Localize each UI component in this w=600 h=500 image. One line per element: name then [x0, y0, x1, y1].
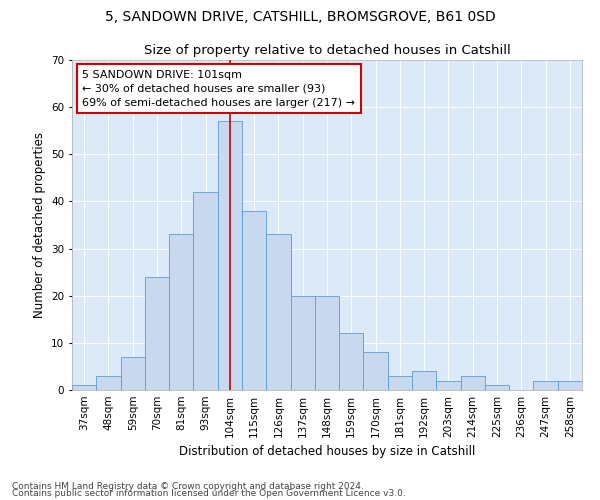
Bar [218, 122, 242, 390]
Bar [315, 296, 339, 390]
Bar [364, 352, 388, 390]
Title: Size of property relative to detached houses in Catshill: Size of property relative to detached ho… [143, 44, 511, 58]
Text: 5, SANDOWN DRIVE, CATSHILL, BROMSGROVE, B61 0SD: 5, SANDOWN DRIVE, CATSHILL, BROMSGROVE, … [104, 10, 496, 24]
Bar [145, 277, 169, 390]
Text: 5 SANDOWN DRIVE: 101sqm
← 30% of detached houses are smaller (93)
69% of semi-de: 5 SANDOWN DRIVE: 101sqm ← 30% of detache… [82, 70, 355, 108]
Bar [242, 211, 266, 390]
Bar [339, 334, 364, 390]
Bar [169, 234, 193, 390]
Bar [533, 380, 558, 390]
Bar [558, 380, 582, 390]
Bar [388, 376, 412, 390]
Y-axis label: Number of detached properties: Number of detached properties [32, 132, 46, 318]
Text: Contains public sector information licensed under the Open Government Licence v3: Contains public sector information licen… [12, 490, 406, 498]
Text: Contains HM Land Registry data © Crown copyright and database right 2024.: Contains HM Land Registry data © Crown c… [12, 482, 364, 491]
Bar [436, 380, 461, 390]
Bar [412, 371, 436, 390]
Bar [193, 192, 218, 390]
X-axis label: Distribution of detached houses by size in Catshill: Distribution of detached houses by size … [179, 446, 475, 458]
Bar [96, 376, 121, 390]
Bar [290, 296, 315, 390]
Bar [72, 386, 96, 390]
Bar [461, 376, 485, 390]
Bar [266, 234, 290, 390]
Bar [485, 386, 509, 390]
Bar [121, 357, 145, 390]
